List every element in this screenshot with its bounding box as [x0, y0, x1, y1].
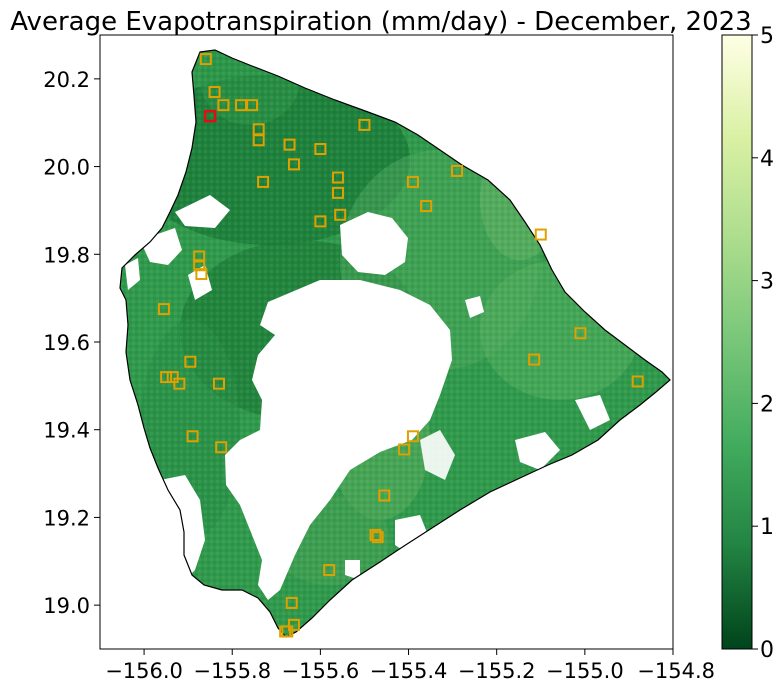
et-raster — [100, 35, 673, 649]
y-tick-label: 20.0 — [43, 156, 90, 180]
y-tick-label: 19.4 — [43, 419, 90, 443]
map-area: −156.0 −155.8 −155.6 −155.4 −155.2 −155.0 −154… — [43, 35, 715, 683]
colorbar-tick-label: 5 — [760, 24, 774, 49]
map-title: Average Evapotranspiration (mm/day) - De… — [10, 7, 751, 37]
colorbar-tick-label: 2 — [760, 392, 774, 417]
colorbar-tick-label: 1 — [760, 515, 774, 540]
x-tick-label: −155.2 — [458, 659, 536, 683]
colorbar-tick-label: 0 — [760, 638, 774, 663]
y-tick-label: 19.6 — [43, 331, 90, 355]
y-tick-label: 19.8 — [43, 243, 90, 267]
x-tick-label: −155.0 — [546, 659, 624, 683]
x-tick-label: −154.8 — [637, 659, 715, 683]
station-marker — [536, 230, 546, 240]
colorbar-tick-label: 4 — [760, 147, 774, 172]
y-axis: 19.0 19.2 19.4 19.6 19.8 20.0 20.2 — [43, 68, 100, 618]
colorbar-ticks: 0 1 2 3 4 5 — [752, 24, 774, 663]
y-tick-label: 19.2 — [43, 506, 90, 530]
colorbar-tick-label: 3 — [760, 270, 774, 295]
colorbar-gradient — [722, 35, 752, 649]
x-tick-label: −155.6 — [282, 659, 360, 683]
x-tick-label: −155.4 — [370, 659, 448, 683]
x-axis: −156.0 −155.8 −155.6 −155.4 −155.2 −155.0 −154… — [105, 649, 715, 683]
x-tick-label: −156.0 — [105, 659, 183, 683]
colorbar: 0 1 2 3 4 5 — [722, 24, 774, 663]
x-tick-label: −155.8 — [193, 659, 271, 683]
y-tick-label: 20.2 — [43, 68, 90, 92]
y-tick-label: 19.0 — [43, 594, 90, 618]
